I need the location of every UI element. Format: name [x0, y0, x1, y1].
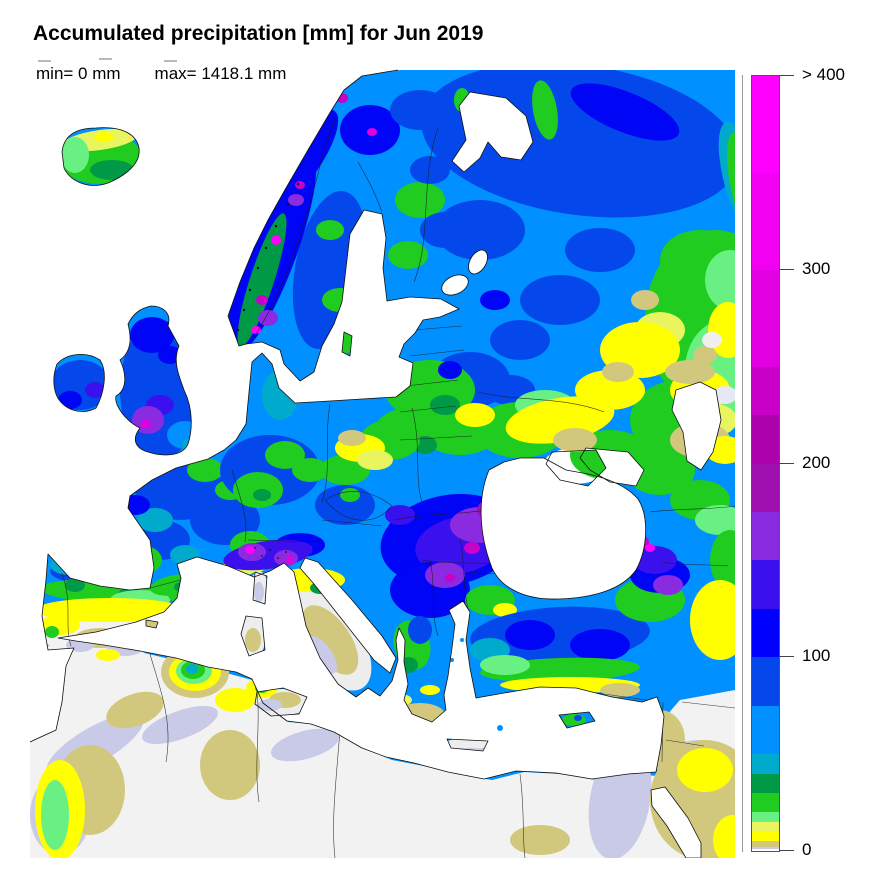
coastlines [30, 69, 722, 858]
colorbar-tick [779, 656, 794, 658]
colorbar-segment [752, 847, 779, 850]
colorbar-segment [752, 560, 779, 609]
terrain-speckle [236, 182, 300, 559]
colorbar-segment [752, 792, 779, 813]
colorbar-segment [752, 463, 779, 512]
colorbar-tick [779, 850, 794, 851]
colorbar-tick [779, 462, 794, 464]
colorbar-segment [752, 366, 779, 416]
colorbar-segment [752, 608, 779, 658]
colorbar-segment [752, 831, 779, 842]
colorbar-segment [752, 812, 779, 822]
colorbar-tick [779, 75, 794, 76]
colorbar-segment [752, 773, 779, 793]
colorbar-tick [779, 268, 794, 270]
colorbar-segment [752, 705, 779, 755]
colorbar-tick-label: 100 [802, 646, 831, 666]
colorbar-tick-label: 300 [802, 258, 831, 278]
colorbar-frame-line [742, 75, 743, 852]
colorbar-gradient-bar [751, 75, 780, 852]
colorbar-tick-label: 0 [802, 840, 812, 859]
colorbar-segment [752, 821, 779, 832]
country-borders [61, 115, 735, 858]
colorbar-segment [752, 76, 779, 173]
colorbar: 0 100 200 300 > 400 [742, 65, 872, 859]
colorbar-segment [752, 172, 779, 270]
colorbar-segment [752, 657, 779, 706]
axis-tick-artifact [38, 60, 51, 62]
colorbar-segment [752, 415, 779, 464]
map-content [30, 68, 735, 858]
colorbar-segment [752, 269, 779, 367]
colorbar-segment [752, 849, 779, 851]
colorbar-segment [752, 841, 779, 848]
axis-tick-artifact [164, 60, 177, 62]
figure-title: Accumulated precipitation [mm] for Jun 2… [33, 22, 484, 45]
precipitation-fills [30, 68, 735, 858]
colorbar-tick-label: 200 [802, 452, 831, 472]
colorbar-segment [752, 754, 779, 774]
colorbar-tick-label: > 400 [802, 65, 846, 84]
axis-tick-artifact [99, 58, 112, 60]
colorbar-segment [752, 511, 779, 561]
